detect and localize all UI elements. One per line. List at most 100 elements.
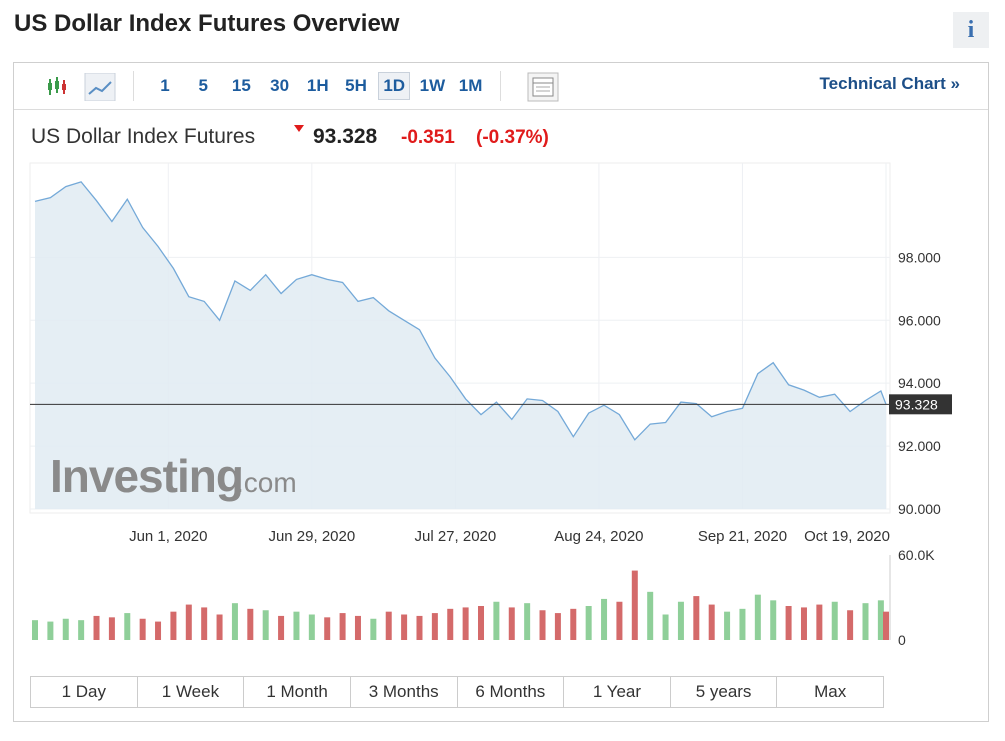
range-button[interactable]: 1 Day [31, 677, 138, 707]
volume-bar [462, 607, 469, 640]
volume-bar [616, 601, 623, 640]
volume-bar [662, 614, 669, 640]
volume-bar [862, 603, 869, 640]
volume-bar [431, 613, 438, 640]
volume-bar [724, 611, 731, 640]
volume-bar [385, 611, 392, 640]
volume-bar [785, 606, 792, 640]
range-button[interactable]: 1 Month [244, 677, 351, 707]
watermark-brand: Investing [50, 450, 243, 502]
volume-bar [216, 614, 223, 640]
range-button[interactable]: 6 Months [458, 677, 565, 707]
x-tick-label: Aug 24, 2020 [554, 528, 643, 545]
price-area [35, 181, 886, 509]
toolbar: Technical Chart » 1 5 15 30 1H 5H 1D 1W 1M [14, 63, 988, 110]
volume-bar [877, 600, 884, 640]
x-tick-label: Jun 1, 2020 [129, 528, 207, 545]
instrument-name: US Dollar Index Futures [31, 125, 256, 148]
x-tick-label: Jun 29, 2020 [268, 528, 355, 545]
interval-button[interactable]: 30 [270, 76, 290, 95]
last-value-box [889, 394, 952, 415]
volume-bar [816, 604, 823, 640]
range-selector: 1 Day 1 Week 1 Month 3 Months 6 Months 1 Year… [30, 676, 884, 708]
volume-bar [554, 613, 561, 640]
volume-bar [447, 608, 454, 640]
volume-bar [883, 611, 889, 640]
interval-button[interactable]: 15 [231, 76, 251, 95]
x-tick-label: Oct 19, 2020 [804, 528, 890, 545]
volume-bar [124, 613, 131, 640]
volume-bar [293, 611, 300, 640]
volume-bar [601, 598, 608, 640]
volume-bar [185, 604, 192, 640]
volume-bar [108, 617, 115, 640]
widget-frame [13, 62, 989, 722]
volume-bar [231, 603, 238, 640]
volume-bar [478, 606, 485, 640]
chart: Investing.com 90.000 92.000 94.000 96.000 98.… [29, 162, 952, 648]
range-button[interactable]: 1 Week [138, 677, 245, 707]
interval-button[interactable]: 5H [345, 76, 367, 95]
interval-button[interactable]: 1M [458, 76, 483, 95]
volume-bar [170, 611, 177, 640]
range-button[interactable]: 3 Months [351, 677, 458, 707]
volume-bar [339, 613, 346, 640]
volume-bar [754, 594, 761, 640]
y-tick-label: 96.000 [898, 312, 941, 328]
volume-bar [570, 608, 577, 640]
volume-bar [631, 570, 638, 640]
x-tick-label: Jul 27, 2020 [415, 528, 497, 545]
layout-icon[interactable] [527, 72, 559, 102]
volume-bar [354, 615, 361, 640]
range-button[interactable]: 5 years [671, 677, 778, 707]
volume-bar [493, 601, 500, 640]
volume-bar [800, 607, 807, 640]
y-tick-label: 92.000 [898, 438, 941, 454]
volume-bar [78, 620, 85, 640]
info-button[interactable]: i [953, 12, 989, 48]
volume-tick-label: 0 [898, 632, 906, 648]
volume-bar [831, 601, 838, 640]
volume-bar [847, 610, 854, 640]
volume-bar [93, 615, 100, 640]
volume-bar [508, 607, 515, 640]
x-tick-label: Sep 21, 2020 [698, 528, 787, 545]
volume-bar [770, 600, 777, 640]
volume-bar [155, 621, 162, 640]
technical-chart-link[interactable]: Technical Chart » [819, 74, 960, 93]
range-button[interactable]: 1 Year [564, 677, 671, 707]
interval-button[interactable]: 5 [198, 76, 208, 95]
interval-button[interactable]: 1D [378, 72, 411, 100]
change: -0.351 [401, 127, 455, 148]
volume-bar [677, 601, 684, 640]
interval-button[interactable]: 1 [160, 76, 170, 95]
volume-bar [278, 615, 285, 640]
volume-bar [324, 617, 331, 640]
y-tick-label: 98.000 [898, 249, 941, 265]
volume-bar [201, 607, 208, 640]
price-line [34, 181, 887, 441]
interval-button[interactable]: 1H [306, 76, 329, 95]
y-tick-label: 94.000 [898, 375, 941, 391]
volume-bar [524, 603, 531, 640]
change-percent: (-0.37%) [476, 127, 549, 148]
range-button[interactable]: Max [814, 682, 847, 701]
volume-bar [739, 608, 746, 640]
chart-type-icons [48, 73, 116, 101]
volume-bar [247, 608, 254, 640]
volume-bar [370, 618, 377, 640]
down-arrow [294, 125, 304, 132]
volume-bar [708, 604, 715, 640]
volume-bar [308, 614, 315, 640]
interval-button[interactable]: 1W [419, 76, 446, 95]
volume-bar [62, 618, 69, 640]
volume-bar [139, 618, 146, 640]
last-value-label: 93.328 [895, 396, 938, 412]
volume-bar [416, 615, 423, 640]
volume-bar [32, 620, 38, 640]
watermark-suffix: .com [236, 467, 297, 498]
volume-bar [401, 614, 408, 640]
volume-bar [262, 610, 269, 640]
volume-bar [47, 621, 54, 640]
y-tick-label: 90.000 [898, 501, 941, 517]
